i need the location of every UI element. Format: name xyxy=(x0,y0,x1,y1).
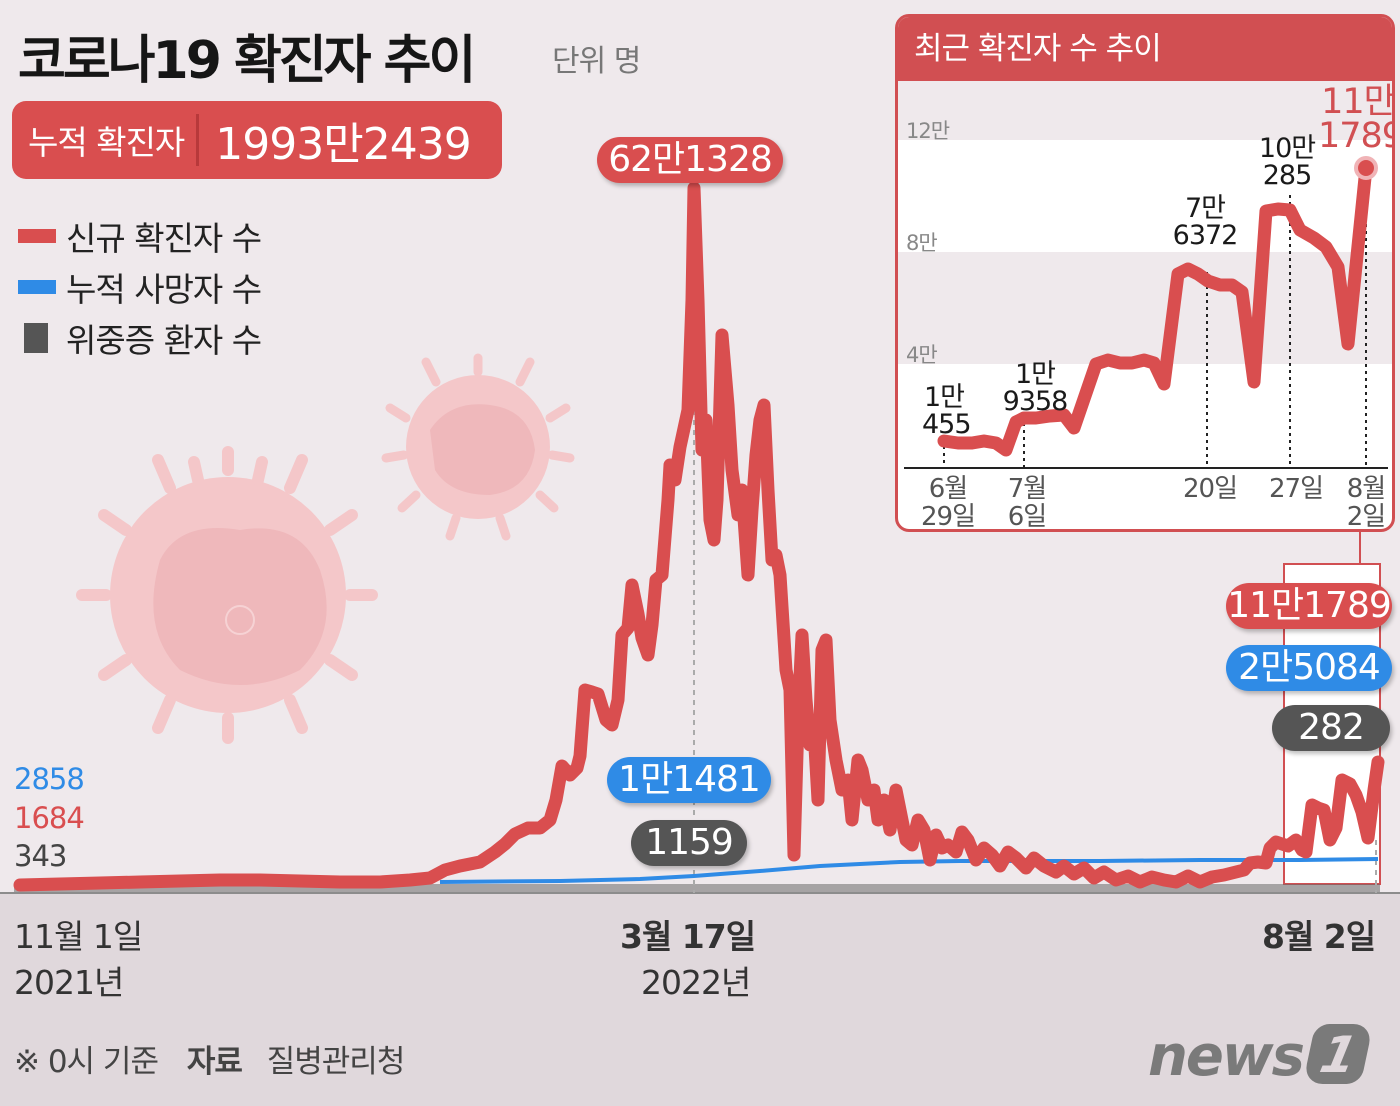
blue-line-swatch-icon xyxy=(18,279,56,294)
page-title: 코로나19 확진자 추이 xyxy=(18,31,476,91)
footnote: ※ 0시 기준 xyxy=(14,1044,159,1080)
legend-label: 신규 확진자 수 xyxy=(66,218,262,258)
red-line-swatch-icon xyxy=(18,228,56,243)
cumulative-total-label: 누적 확진자 xyxy=(28,123,185,162)
inset-new-cases-line xyxy=(937,161,1373,457)
logo-text: news xyxy=(1148,1024,1305,1089)
cumulative-total-badge: 누적 확진자 1993만2439 xyxy=(12,101,502,179)
mid-deaths-badge: 1만1481 xyxy=(607,757,771,803)
footer: ※ 0시 기준 자료 질병관리청 xyxy=(14,1036,406,1081)
new-cases-line xyxy=(13,181,1385,892)
source-name: 질병관리청 xyxy=(266,1044,406,1080)
start-value-deaths: 2858 xyxy=(14,762,85,796)
inset-x-label: 6월 29일 xyxy=(920,474,976,532)
inset-annotation-latest: 11만 1789 xyxy=(1318,82,1395,156)
source-label: 자료 xyxy=(186,1044,243,1080)
end-critical-badge: 282 xyxy=(1272,705,1390,751)
x-label-end-date: 8월 2일 xyxy=(1262,917,1376,956)
inset-annotation: 10만 285 xyxy=(1258,133,1316,191)
virus-illustration-large-icon xyxy=(76,446,378,744)
inset-y-tick-120k: 12만 xyxy=(906,119,950,143)
end-deaths-badge: 2만5084 xyxy=(1226,645,1392,691)
cumulative-total-value: 1993만2439 xyxy=(215,119,471,170)
inset-chart xyxy=(898,81,1392,469)
deaths-line xyxy=(439,857,1379,884)
inset-annotation: 7만 6372 xyxy=(1172,193,1239,251)
unit-label: 단위 명 xyxy=(552,44,641,79)
inset-title: 최근 확진자 수 추이 xyxy=(898,17,1392,81)
mid-critical-badge: 1159 xyxy=(631,820,747,866)
recent-trend-inset: 최근 확진자 수 추이 12만 8만 4만 1만 455 1만 9358 7만 637… xyxy=(895,14,1395,532)
legend-label: 누적 사망자 수 xyxy=(66,269,262,309)
inset-x-label: 8월 2일 xyxy=(1346,474,1386,532)
x-label-start-year: 2021년 xyxy=(14,963,124,1002)
logo-number: 1 xyxy=(1302,1024,1374,1084)
start-value-critical: 343 xyxy=(14,839,67,873)
start-value-new-cases: 1684 xyxy=(14,801,85,835)
peak-value-badge: 62만1328 xyxy=(597,137,783,183)
virus-illustration-small-icon xyxy=(381,353,575,541)
legend-item-deaths: 누적 사망자 수 xyxy=(18,261,262,312)
legend-item-new-cases: 신규 확진자 수 xyxy=(18,210,262,261)
legend-item-critical: 위중증 환자 수 xyxy=(18,312,262,363)
latest-point-marker xyxy=(1354,156,1378,180)
news1-logo: news 1 xyxy=(1148,1024,1374,1089)
gray-square-swatch-icon xyxy=(24,322,48,353)
inset-y-tick-40k: 4만 xyxy=(906,343,938,367)
end-new-cases-badge: 11만1789 xyxy=(1226,583,1392,629)
divider xyxy=(196,114,200,166)
inset-x-label: 7월 6일 xyxy=(1007,474,1047,532)
x-label-peak-date: 3월 17일 xyxy=(620,917,756,956)
inset-y-tick-80k: 8만 xyxy=(906,231,938,255)
critical-patients-bars xyxy=(14,884,1380,893)
x-label-start-date: 11월 1일 xyxy=(14,917,143,956)
x-label-peak-year: 2022년 xyxy=(641,963,751,1002)
inset-x-label: 20일 xyxy=(1182,474,1238,504)
legend: 신규 확진자 수 누적 사망자 수 위중증 환자 수 xyxy=(18,210,262,363)
inset-x-label: 27일 xyxy=(1268,474,1324,504)
axis-band xyxy=(0,894,1400,1106)
inset-annotation: 1만 455 xyxy=(922,382,972,440)
legend-label: 위중증 환자 수 xyxy=(66,320,262,360)
inset-annotation: 1만 9358 xyxy=(1002,359,1069,417)
